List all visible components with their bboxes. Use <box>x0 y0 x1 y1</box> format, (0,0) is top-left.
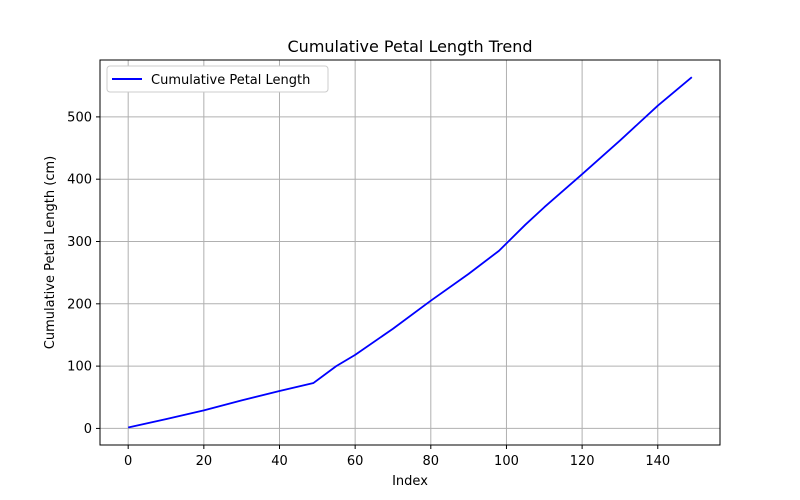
y-axis: 0 100 200 300 400 500 <box>67 110 100 437</box>
y-tick-label: 500 <box>67 110 92 125</box>
x-axis: 0 20 40 60 80 100 120 140 <box>124 445 670 469</box>
grid <box>100 60 720 445</box>
y-tick-label: 400 <box>67 173 92 188</box>
legend-box <box>106 65 329 93</box>
plot-frame <box>99 59 721 446</box>
y-tick-label: 300 <box>67 235 92 250</box>
y-axis-label: Cumulative Petal Length (cm) <box>43 156 58 349</box>
legend: Cumulative Petal Length <box>106 65 329 93</box>
y-tick-label: 0 <box>84 422 92 437</box>
series-layer <box>127 76 693 429</box>
x-tick-label: 80 <box>423 454 440 469</box>
x-tick-label: 40 <box>271 454 288 469</box>
x-tick-label: 60 <box>347 454 364 469</box>
chart-title: Cumulative Petal Length Trend <box>288 37 533 56</box>
series-line <box>127 76 693 429</box>
y-tick-label: 200 <box>67 297 92 312</box>
x-tick-label: 100 <box>494 454 519 469</box>
x-tick-label: 20 <box>196 454 213 469</box>
y-tick-label: 100 <box>67 360 92 375</box>
x-tick-label: 0 <box>124 454 132 469</box>
legend-entry-label: Cumulative Petal Length <box>151 73 310 88</box>
x-tick-label: 120 <box>570 454 595 469</box>
x-axis-label: Index <box>392 474 428 489</box>
x-tick-label: 140 <box>645 454 670 469</box>
